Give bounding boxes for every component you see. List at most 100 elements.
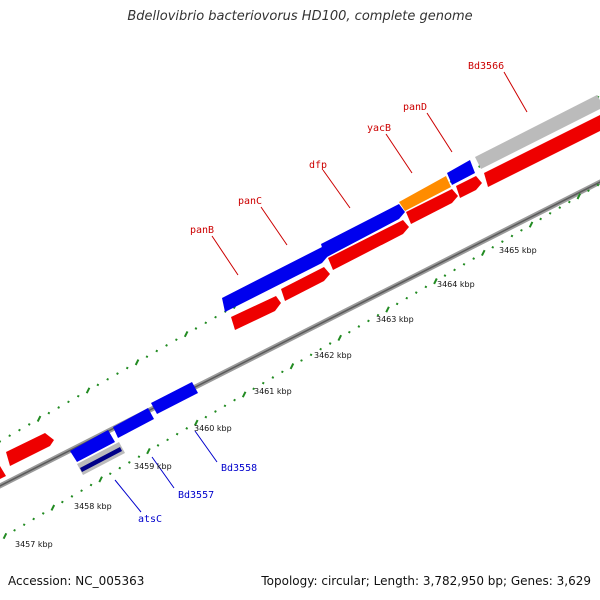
minor-tick (27, 423, 31, 426)
gene-label-yacB[interactable]: yacB (367, 123, 391, 134)
minor-tick (116, 372, 119, 375)
minor-tick (223, 404, 227, 408)
major-tick (183, 330, 189, 338)
tick-track-lower (2, 183, 600, 540)
tick-label: 3458 kbp (74, 502, 112, 511)
tick-label: 3464 kbp (437, 280, 475, 289)
minor-tick (70, 495, 74, 498)
minor-tick (395, 302, 399, 306)
minor-tick (443, 274, 447, 277)
map-title: Bdellovibrio bacteriovorus HD100, comple… (127, 9, 473, 24)
minor-tick (424, 285, 428, 289)
minor-tick (414, 291, 418, 294)
minor-tick (548, 211, 552, 215)
minor-tick (145, 355, 149, 359)
gene-label-dfp[interactable]: dfp (309, 160, 327, 171)
minor-tick (453, 268, 456, 272)
major-tick (481, 249, 486, 257)
minor-tick (175, 338, 178, 342)
minor-tick (32, 517, 35, 521)
minor-tick (596, 183, 600, 187)
minor-tick (233, 398, 236, 402)
minor-tick (204, 415, 208, 419)
minor-tick (510, 234, 514, 238)
gene-label-panD[interactable]: panD (403, 102, 427, 113)
gene-label-Bd3566[interactable]: Bd3566 (468, 61, 504, 72)
minor-tick (491, 245, 495, 249)
minor-tick (462, 262, 466, 266)
minor-tick (214, 410, 217, 413)
minor-tick (57, 406, 60, 409)
gene-label-atsC[interactable]: atsC (138, 514, 162, 525)
forward-cds (321, 204, 405, 258)
minor-tick (271, 376, 275, 379)
gene-label-Bd3557[interactable]: Bd3557 (178, 490, 214, 501)
gene-label-panB[interactable]: panB (190, 225, 214, 236)
forward-cds (447, 160, 475, 185)
minor-tick (8, 434, 11, 438)
forward-cds (70, 430, 115, 462)
minor-tick (319, 347, 322, 351)
tick-label: 3463 kbp (376, 315, 414, 324)
tick-label: 3460 kbp (194, 424, 232, 433)
minor-tick (587, 189, 590, 193)
minor-tick (96, 383, 100, 387)
minor-tick (472, 257, 475, 260)
minor-tick (125, 366, 129, 370)
minor-tick (185, 427, 189, 430)
minor-tick (204, 321, 208, 325)
other-feature (475, 95, 600, 169)
minor-tick (309, 353, 313, 357)
lower-features (70, 382, 198, 475)
leader-yacB (385, 133, 413, 174)
leader-Bd3558 (194, 430, 218, 463)
minor-tick (367, 319, 370, 323)
major-tick (98, 476, 103, 483)
minor-tick (128, 461, 131, 464)
leader-atsC (114, 479, 142, 513)
minor-tick (214, 315, 217, 319)
minor-tick (252, 387, 255, 391)
major-tick (433, 278, 438, 285)
minor-tick (405, 296, 409, 300)
major-tick (576, 193, 582, 200)
minor-tick (165, 344, 168, 347)
reverse-cds (484, 115, 600, 187)
minor-tick (22, 523, 26, 527)
tick-label: 3462 kbp (314, 351, 352, 360)
minor-tick (300, 359, 303, 362)
forward-cds (222, 247, 328, 312)
forward-cds (80, 447, 122, 472)
tick-label: 3465 kbp (499, 246, 537, 255)
minor-tick (89, 483, 93, 487)
major-tick (2, 532, 8, 540)
major-tick (528, 221, 534, 228)
leader-panD (426, 112, 453, 153)
gene-label-Bd3558[interactable]: Bd3558 (221, 463, 257, 474)
minor-tick (13, 528, 16, 532)
accession-text: Accession: NC_005363 (8, 574, 145, 588)
minor-tick (539, 217, 542, 221)
major-tick (337, 334, 342, 342)
minor-tick (80, 489, 83, 493)
minor-tick (568, 200, 571, 204)
gene-label-panC[interactable]: panC (238, 196, 262, 207)
minor-tick (501, 240, 504, 243)
forward-track (222, 95, 600, 312)
minor-tick (558, 206, 562, 209)
minor-tick (155, 349, 159, 353)
major-tick (385, 306, 390, 313)
minor-tick (67, 400, 70, 404)
minor-tick (108, 472, 112, 476)
minor-tick (118, 466, 122, 470)
trna-feature (399, 176, 451, 211)
minor-tick (61, 500, 64, 504)
reverse-cds (456, 176, 482, 198)
reverse-cds (6, 433, 54, 466)
leader-panC (260, 206, 288, 246)
minor-tick (137, 455, 141, 459)
reverse-cds (281, 267, 330, 301)
minor-tick (328, 342, 332, 345)
minor-tick (106, 377, 109, 381)
